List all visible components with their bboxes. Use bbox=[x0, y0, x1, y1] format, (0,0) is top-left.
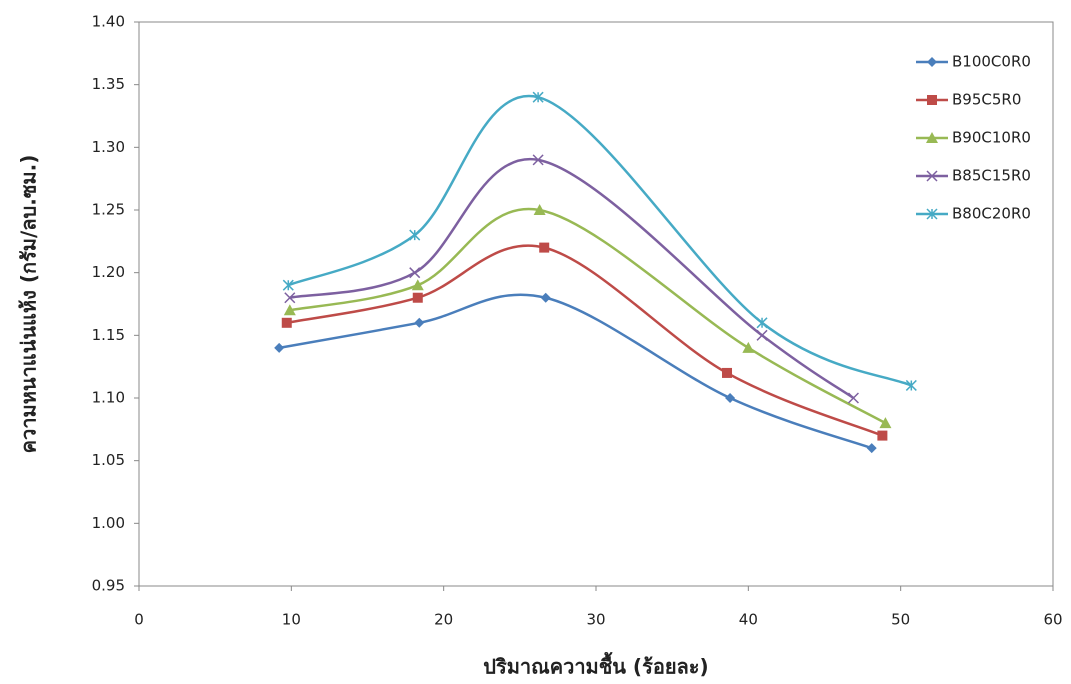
marker bbox=[742, 342, 754, 353]
y-tick-label: 1.40 bbox=[92, 13, 125, 31]
legend-label: B95C5R0 bbox=[952, 91, 1021, 109]
legend-label: B85C15R0 bbox=[952, 167, 1031, 185]
legend-label: B90C10R0 bbox=[952, 129, 1031, 147]
marker bbox=[757, 330, 767, 340]
marker bbox=[413, 293, 423, 303]
marker bbox=[927, 57, 937, 67]
marker bbox=[541, 293, 551, 303]
marker bbox=[867, 443, 877, 453]
marker bbox=[410, 268, 420, 278]
x-tick-label: 40 bbox=[739, 611, 758, 629]
series-line bbox=[288, 96, 911, 385]
plot-frame bbox=[139, 22, 1053, 586]
x-tick-label: 0 bbox=[134, 611, 144, 629]
x-tick-label: 10 bbox=[282, 611, 301, 629]
y-tick-label: 1.05 bbox=[92, 451, 125, 469]
y-axis-title: ความหนาแน่นแห้ง (กรัม/ลบ.ซม.) bbox=[17, 155, 41, 454]
x-tick-label: 50 bbox=[891, 611, 910, 629]
x-tick-label: 60 bbox=[1043, 611, 1062, 629]
series-line bbox=[290, 159, 854, 398]
y-tick-label: 1.35 bbox=[92, 75, 125, 93]
x-tick-label: 20 bbox=[434, 611, 453, 629]
marker bbox=[757, 318, 767, 328]
series-line bbox=[287, 246, 883, 436]
marker bbox=[274, 343, 284, 353]
series-line bbox=[279, 295, 872, 448]
y-tick-label: 1.15 bbox=[92, 326, 125, 344]
y-tick-label: 1.00 bbox=[92, 514, 125, 532]
marker bbox=[848, 393, 858, 403]
legend-label: B100C0R0 bbox=[952, 53, 1031, 71]
marker bbox=[410, 230, 420, 240]
y-tick-label: 1.20 bbox=[92, 263, 125, 281]
marker bbox=[927, 95, 937, 105]
legend-label: B80C20R0 bbox=[952, 205, 1031, 223]
x-tick-label: 30 bbox=[586, 611, 605, 629]
y-tick-label: 1.25 bbox=[92, 201, 125, 219]
chart: ปริมาณความชื้น (ร้อยละ) ความหนาแน่นแห้ง … bbox=[0, 0, 1071, 684]
y-tick-label: 1.10 bbox=[92, 389, 125, 407]
y-tick-label: 1.30 bbox=[92, 138, 125, 156]
marker bbox=[877, 431, 887, 441]
marker bbox=[414, 318, 424, 328]
x-axis-title: ปริมาณความชื้น (ร้อยละ) bbox=[483, 652, 708, 679]
marker bbox=[282, 318, 292, 328]
y-tick-label: 0.95 bbox=[92, 577, 125, 595]
marker bbox=[722, 368, 732, 378]
marker bbox=[539, 243, 549, 253]
marker bbox=[879, 417, 891, 428]
marker bbox=[725, 393, 735, 403]
